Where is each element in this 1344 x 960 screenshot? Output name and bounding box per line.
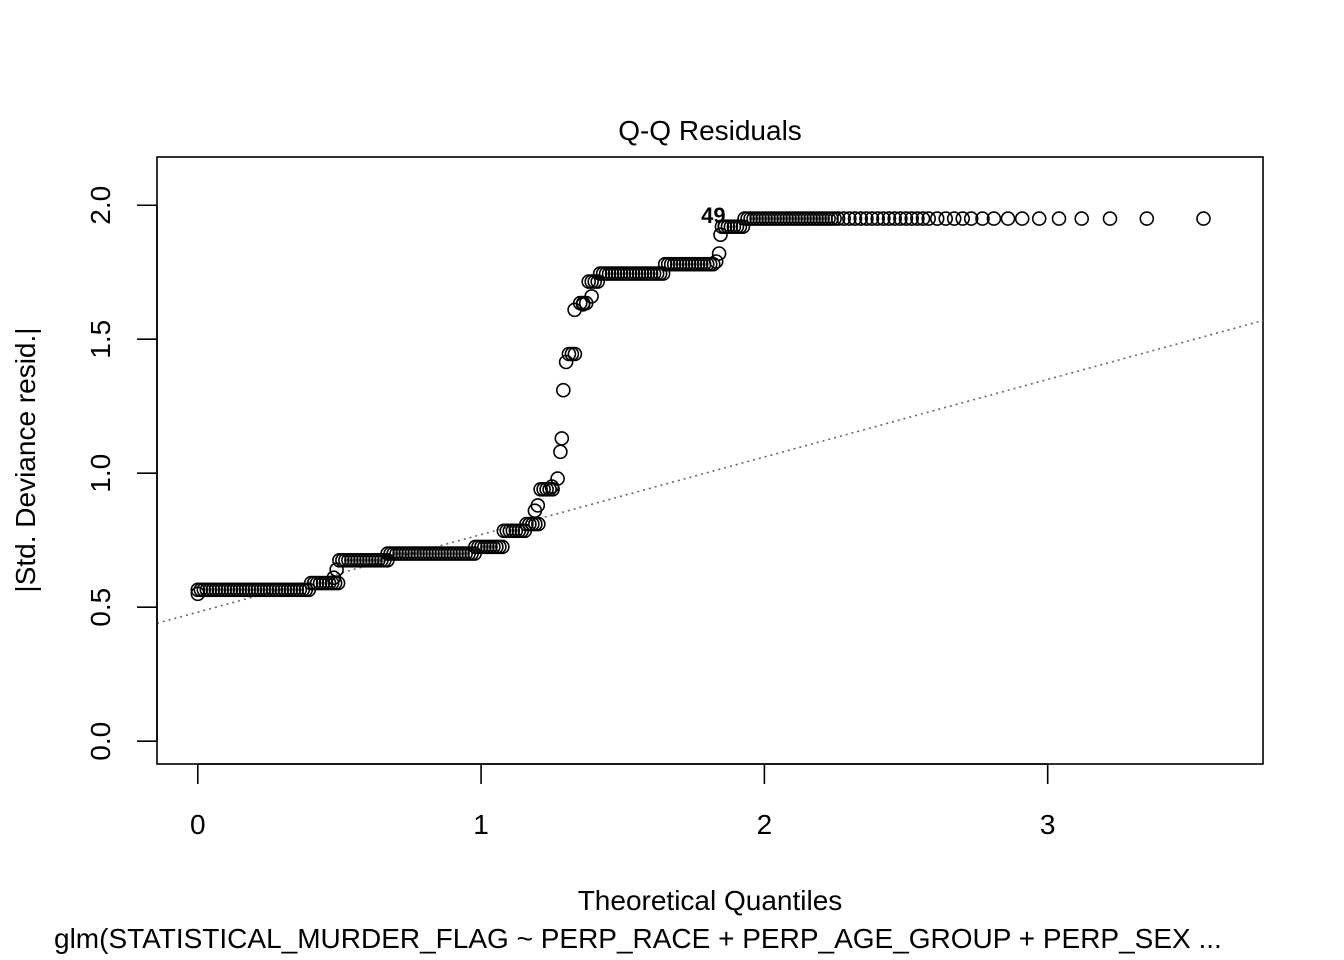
y-tick-label: 0.0	[85, 722, 116, 761]
residual-point	[893, 211, 908, 226]
residual-point	[842, 211, 857, 226]
residual-point	[847, 211, 863, 226]
y-tick-label: 0.5	[85, 588, 116, 627]
residual-point	[713, 227, 728, 242]
residual-point	[870, 211, 886, 226]
residual-point	[711, 246, 727, 261]
residual-point	[1051, 211, 1067, 226]
residual-point	[1074, 211, 1089, 226]
residual-point	[887, 211, 903, 226]
residual-point	[830, 211, 846, 226]
residual-point	[853, 211, 869, 226]
residual-point	[963, 211, 979, 226]
y-axis: 0.0 0.5 1.0 1.5 2.0	[85, 186, 158, 761]
plot-frame	[156, 156, 1264, 765]
residual-point	[553, 444, 568, 460]
y-tick-label: 2.0	[85, 186, 116, 225]
residual-point	[326, 570, 342, 586]
residual-point	[1139, 211, 1155, 226]
residual-point	[554, 431, 570, 446]
point-label: 49	[701, 203, 725, 228]
residual-point	[1031, 211, 1047, 226]
residual-point	[827, 211, 842, 226]
residual-point	[938, 211, 954, 226]
residual-point	[915, 211, 931, 226]
residual-point	[558, 354, 574, 370]
residual-point	[550, 471, 565, 486]
y-tick-label: 1.5	[85, 320, 116, 359]
residual-point	[864, 211, 880, 226]
residual-point	[975, 211, 990, 226]
residual-point	[859, 211, 874, 226]
y-axis-label: |Std. Deviance resid.|	[10, 327, 41, 592]
x-tick-label: 2	[757, 809, 773, 840]
residual-point	[910, 211, 925, 226]
residual-point	[495, 539, 510, 555]
y-tick-label: 1.0	[85, 454, 116, 493]
residual-point	[955, 211, 971, 226]
residual-point	[590, 274, 606, 289]
x-axis: 0 1 2 3	[190, 763, 1056, 840]
residual-point	[921, 211, 937, 226]
residual-point	[876, 211, 891, 226]
residual-point	[836, 211, 852, 226]
reference-line-layer	[156, 319, 1264, 625]
qq-reference-line	[156, 319, 1264, 625]
residual-point	[329, 562, 344, 578]
x-axis-label: Theoretical Quantiles	[578, 885, 843, 916]
x-tick-label: 0	[190, 809, 206, 840]
residual-point	[567, 346, 583, 362]
residual-point	[898, 211, 914, 226]
residual-point	[986, 211, 1002, 226]
residual-point	[717, 219, 733, 234]
points-layer	[190, 211, 1211, 602]
residual-point	[708, 254, 724, 269]
residual-point	[735, 219, 751, 234]
residual-point	[1014, 211, 1030, 226]
residual-point	[929, 211, 945, 226]
chart-title: Q-Q Residuals	[618, 115, 802, 146]
x-tick-label: 3	[1040, 809, 1056, 840]
residual-point	[584, 289, 599, 304]
residual-point	[1102, 211, 1118, 226]
residual-point	[575, 297, 591, 312]
residual-point	[190, 586, 206, 602]
residual-point	[530, 498, 546, 513]
residual-point	[1196, 211, 1211, 226]
x-tick-label: 1	[473, 809, 489, 840]
residual-point	[555, 382, 571, 398]
residual-point	[881, 211, 897, 226]
residual-point	[531, 516, 546, 532]
model-formula-subtitle: glm(STATISTICAL_MURDER_FLAG ~ PERP_RACE …	[54, 923, 1222, 954]
residual-point	[904, 211, 920, 226]
residual-point	[1000, 211, 1016, 226]
residual-point	[946, 211, 962, 226]
